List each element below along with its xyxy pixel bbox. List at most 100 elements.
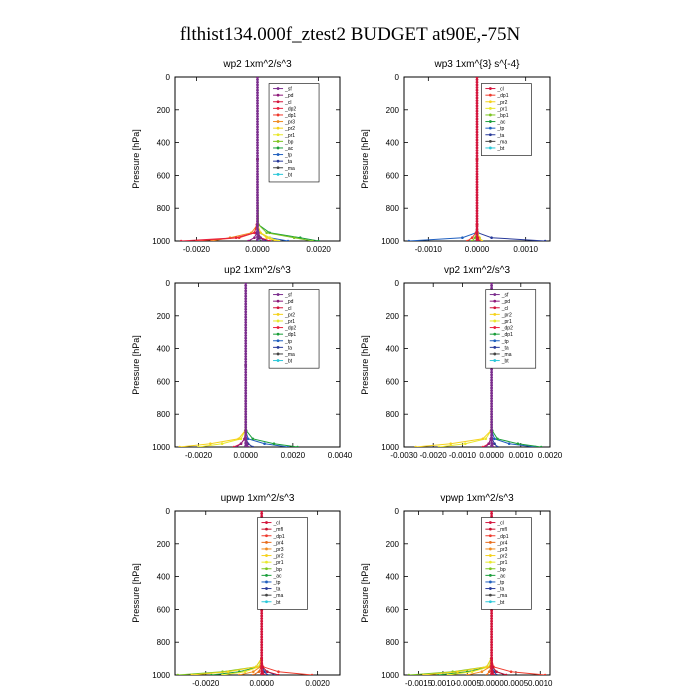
profile-marker [244,315,248,319]
profile-marker [244,423,248,427]
legend-label: _tp [496,580,504,586]
legend-marker [276,153,280,156]
profile-marker [475,125,479,129]
profile-marker [490,635,493,639]
legend-label: _pr3 [496,547,507,553]
series-point [265,231,268,235]
legend-label: _ma [273,593,284,599]
series-point [209,442,212,446]
panel-1: wp2 1xm^2/s^3 Pressure [hPa] 0 200 400 600 800… [131,59,341,254]
legend-marker [276,106,280,110]
legend-label: _pr1 [273,560,284,566]
series-point [253,231,256,235]
profile-marker [244,376,248,379]
profile-marker [244,318,248,322]
y-tick-label: 0 [166,73,171,82]
profile-marker [475,235,479,239]
legend-label: _sf [284,87,292,93]
profile-marker [256,156,259,160]
profile-marker [490,512,493,516]
profile-marker [256,77,259,79]
profile-marker [244,420,248,424]
series-point [277,239,281,241]
series-point [265,236,268,240]
legend-label: _ma [496,139,507,145]
profile-marker [475,114,479,118]
series-point [485,673,489,675]
profile-marker [490,511,493,513]
series-line-pr2 [415,283,493,447]
series-point [478,239,481,241]
profile-marker [244,302,248,306]
profile-marker [256,149,259,152]
x-tick-label: -0.0005 [454,679,482,688]
profile-marker [244,320,248,324]
legend-marker [488,573,492,577]
series-point [470,239,474,241]
series-point [480,239,484,241]
profile-marker [490,514,493,518]
y-tick-label: 400 [157,139,171,148]
legend-marker [276,139,280,143]
y-tick-label: 0 [166,507,171,516]
x-tick-label: -0.0030 [390,451,418,460]
legend-label: _ta [284,159,292,165]
legend-label: _pr2 [496,554,507,560]
legend-label: _pr2 [284,312,295,318]
legend-label: _ta [496,133,504,139]
profile-marker [475,141,479,145]
y-tick-label: 400 [386,573,400,582]
series-point [414,445,417,447]
series-point [484,437,488,441]
x-tick-label: 0.0000 [249,679,274,688]
profile-marker [490,404,493,408]
series-point [311,239,314,241]
profile-marker [256,170,259,173]
legend-label: _mfl [496,527,506,533]
series-point [496,437,499,441]
profile-marker [244,370,248,374]
profile-marker [260,611,264,615]
profile-marker [256,214,259,218]
legend-label: _tp [284,339,292,345]
legend-label: _pd [501,299,511,305]
profile-marker [490,669,493,673]
legend-marker [488,534,492,538]
legend-label: _dp2 [501,326,513,332]
profile-marker [244,407,248,411]
profile-marker [475,135,479,139]
legend-marker [276,172,280,176]
legend-label: _mfl [273,527,283,533]
profile-marker [490,632,493,636]
series-point [446,673,450,675]
profile-marker [256,180,259,184]
profile-marker [256,117,259,121]
profile-marker [256,109,259,113]
y-tick-label: 800 [157,410,171,419]
profile-marker [490,425,493,429]
legend-marker [488,521,492,524]
profile-marker [475,91,479,95]
profile-marker [475,154,479,158]
x-tick-label: 0.0000 [465,245,490,254]
profile-marker [475,212,479,215]
profile-marker [244,344,248,348]
legend-label: _bp [496,567,506,573]
legend-label: _ma [284,166,295,172]
profile-marker [475,109,479,113]
legend-marker [276,146,280,150]
profile-marker [244,436,248,440]
panel-title: vp2 1xm^2/s^3 [444,265,511,276]
profile-marker [475,201,479,205]
series-point [484,445,488,447]
y-tick-label: 1000 [152,237,170,246]
legend-marker [488,93,492,97]
profile-marker [475,193,479,197]
series-point [265,673,269,675]
series-line-pr1 [198,283,247,447]
profile-marker [256,167,259,171]
profile-marker [244,418,248,421]
profile-marker [256,204,259,207]
legend-label: _ma [501,352,512,358]
profile-marker [490,407,493,411]
